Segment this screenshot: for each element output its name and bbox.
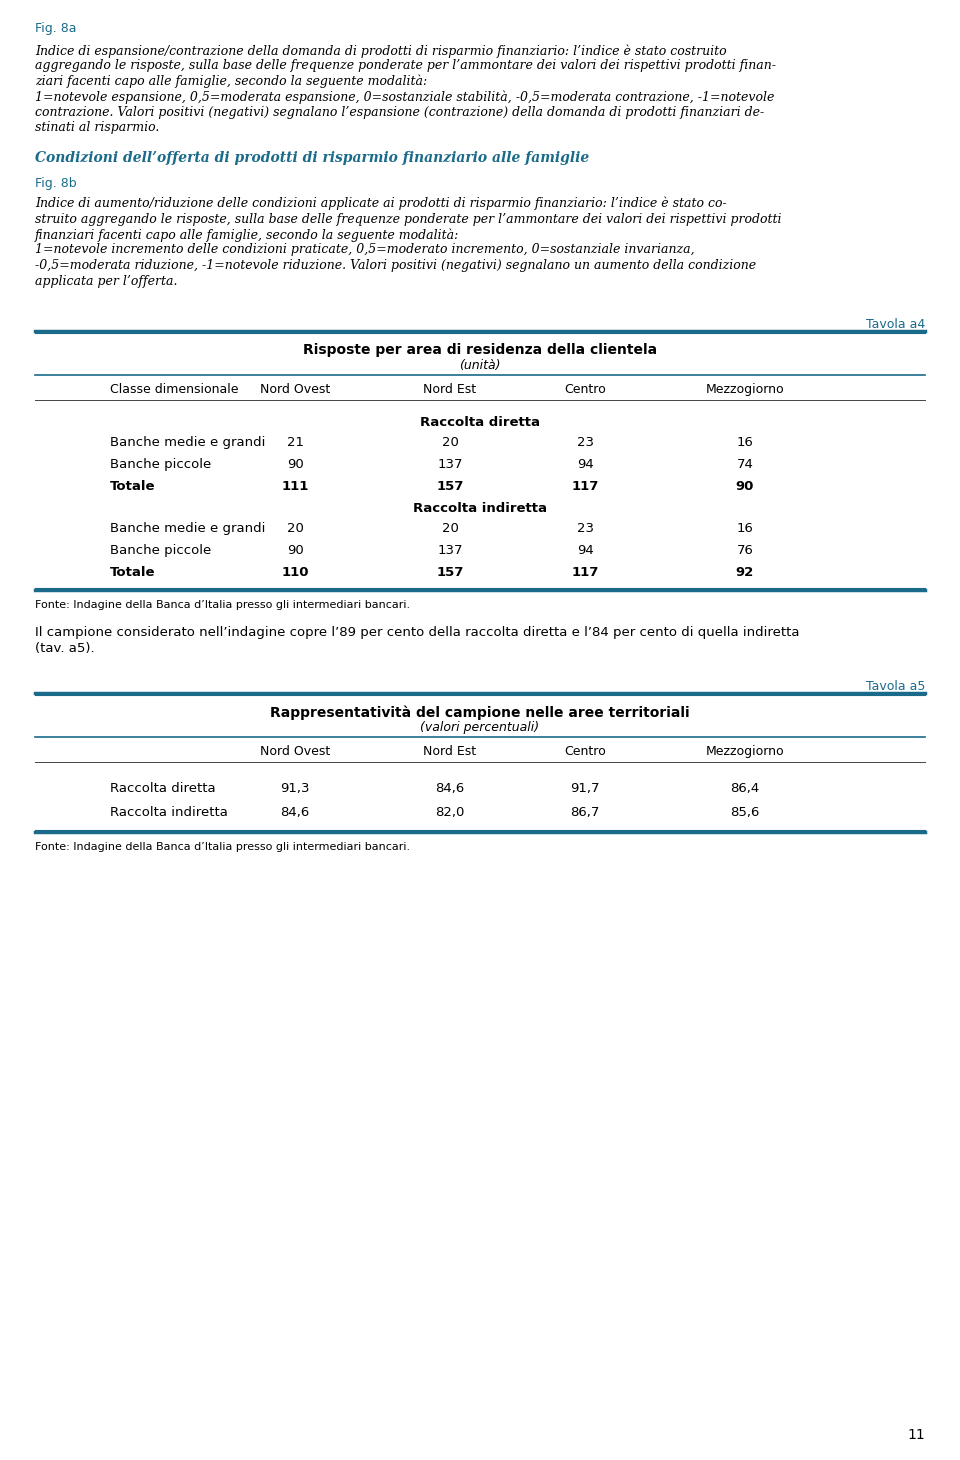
Text: -0,5=moderata riduzione, -1=notevole riduzione. Valori positivi (negativi) segna: -0,5=moderata riduzione, -1=notevole rid… [35,258,756,272]
Text: (tav. a5).: (tav. a5). [35,642,95,656]
Text: 92: 92 [736,566,755,580]
Text: 91,7: 91,7 [570,783,600,796]
Text: 137: 137 [437,545,463,558]
Text: 137: 137 [437,458,463,472]
Text: contrazione. Valori positivi (negativi) segnalano l’espansione (contrazione) del: contrazione. Valori positivi (negativi) … [35,107,764,120]
Text: 110: 110 [281,566,309,580]
Text: 84,6: 84,6 [436,783,465,796]
Text: Fonte: Indagine della Banca d’Italia presso gli intermediari bancari.: Fonte: Indagine della Banca d’Italia pre… [35,600,410,610]
Text: 86,7: 86,7 [570,806,600,819]
Text: ziari facenti capo alle famiglie, secondo la seguente modalità:: ziari facenti capo alle famiglie, second… [35,74,427,89]
Text: 85,6: 85,6 [731,806,759,819]
Text: 82,0: 82,0 [435,806,465,819]
Text: 76: 76 [736,545,754,558]
Text: 20: 20 [442,523,459,534]
Text: finanziari facenti capo alle famiglie, secondo la seguente modalità:: finanziari facenti capo alle famiglie, s… [35,228,460,241]
Text: (unità): (unità) [459,359,501,372]
Text: struito aggregando le risposte, sulla base delle frequenze ponderate per l’ammon: struito aggregando le risposte, sulla ba… [35,213,781,225]
Text: 23: 23 [577,437,593,450]
Text: Nord Est: Nord Est [423,745,476,758]
Text: Banche piccole: Banche piccole [110,458,211,472]
Text: 20: 20 [442,437,459,450]
Text: Il campione considerato nell’indagine copre l’89 per cento della raccolta dirett: Il campione considerato nell’indagine co… [35,626,800,639]
Text: Fonte: Indagine della Banca d’Italia presso gli intermediari bancari.: Fonte: Indagine della Banca d’Italia pre… [35,842,410,853]
Text: 1=notevole incremento delle condizioni praticate, 0,5=moderato incremento, 0=sos: 1=notevole incremento delle condizioni p… [35,244,695,257]
Text: 20: 20 [287,523,303,534]
Text: Nord Ovest: Nord Ovest [260,383,330,396]
Text: 117: 117 [571,566,599,580]
Text: Raccolta diretta: Raccolta diretta [110,783,216,796]
Text: (valori percentuali): (valori percentuali) [420,721,540,734]
Text: 16: 16 [736,437,754,450]
Text: 86,4: 86,4 [731,783,759,796]
Text: Raccolta indiretta: Raccolta indiretta [413,502,547,515]
Text: aggregando le risposte, sulla base delle frequenze ponderate per l’ammontare dei: aggregando le risposte, sulla base delle… [35,60,776,73]
Text: Risposte per area di residenza della clientela: Risposte per area di residenza della cli… [303,343,657,358]
Text: Rappresentatività del campione nelle aree territoriali: Rappresentatività del campione nelle are… [270,705,690,720]
Text: Totale: Totale [110,566,156,580]
Text: Banche medie e grandi: Banche medie e grandi [110,437,265,450]
Text: stinati al risparmio.: stinati al risparmio. [35,121,159,134]
Text: 94: 94 [577,458,593,472]
Text: 117: 117 [571,480,599,493]
Text: 11: 11 [907,1428,925,1442]
Text: Totale: Totale [110,480,156,493]
Text: Indice di aumento/riduzione delle condizioni applicate ai prodotti di risparmio : Indice di aumento/riduzione delle condiz… [35,197,727,210]
Text: 23: 23 [577,523,593,534]
Text: Nord Ovest: Nord Ovest [260,745,330,758]
Text: Fig. 8b: Fig. 8b [35,177,77,190]
Text: 111: 111 [281,480,309,493]
Text: 90: 90 [287,458,303,472]
Text: Tavola a4: Tavola a4 [866,318,925,331]
Text: 21: 21 [286,437,303,450]
Text: Centro: Centro [564,383,606,396]
Text: Mezzogiorno: Mezzogiorno [706,745,784,758]
Text: Indice di espansione/contrazione della domanda di prodotti di risparmio finanzia: Indice di espansione/contrazione della d… [35,44,727,57]
Text: applicata per l’offerta.: applicata per l’offerta. [35,274,178,288]
Text: Nord Est: Nord Est [423,383,476,396]
Text: Banche piccole: Banche piccole [110,545,211,558]
Text: 84,6: 84,6 [280,806,310,819]
Text: Banche medie e grandi: Banche medie e grandi [110,523,265,534]
Text: Mezzogiorno: Mezzogiorno [706,383,784,396]
Text: 94: 94 [577,545,593,558]
Text: Fig. 8a: Fig. 8a [35,22,77,35]
Text: Condizioni dell’offerta di prodotti di risparmio finanziario alle famiglie: Condizioni dell’offerta di prodotti di r… [35,150,589,165]
Text: Raccolta indiretta: Raccolta indiretta [110,806,228,819]
Text: Tavola a5: Tavola a5 [866,680,925,694]
Text: 90: 90 [735,480,755,493]
Text: 157: 157 [436,480,464,493]
Text: Classe dimensionale: Classe dimensionale [110,383,238,396]
Text: 91,3: 91,3 [280,783,310,796]
Text: 157: 157 [436,566,464,580]
Text: 16: 16 [736,523,754,534]
Text: 1=notevole espansione, 0,5=moderata espansione, 0=sostanziale stabilità, -0,5=mo: 1=notevole espansione, 0,5=moderata espa… [35,91,775,104]
Text: 74: 74 [736,458,754,472]
Text: Raccolta diretta: Raccolta diretta [420,416,540,429]
Text: Centro: Centro [564,745,606,758]
Text: 90: 90 [287,545,303,558]
